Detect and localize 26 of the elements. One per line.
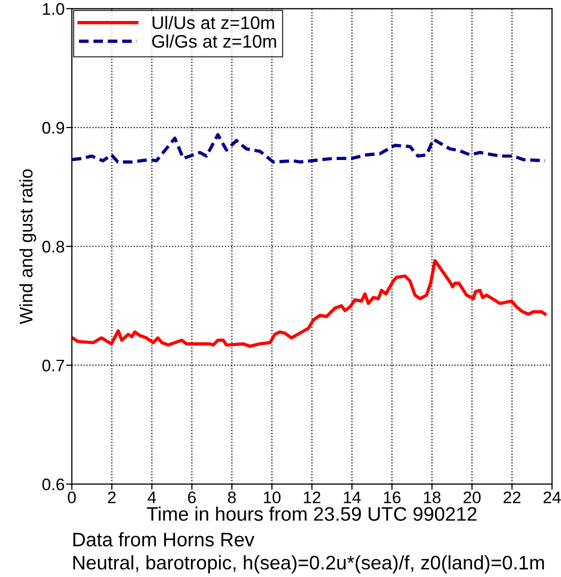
x-tick-label: 22 <box>504 491 520 504</box>
y-tick-label: 0.9 <box>42 122 64 134</box>
x-tick-label: 24 <box>544 491 561 504</box>
y-tick-label: 0.7 <box>42 360 64 372</box>
legend-label: Gl/Gs at z=10m <box>152 34 276 48</box>
y-tick-label: 1.0 <box>42 3 64 15</box>
x-tick-label: 10 <box>264 491 281 504</box>
x-tick-label: 16 <box>384 491 400 504</box>
y-axis-title: Wind and gust ratio <box>19 169 36 324</box>
y-tick-label: 0.8 <box>42 240 64 253</box>
x-tick-label: 2 <box>108 491 116 504</box>
x-tick-label: 14 <box>344 492 361 504</box>
x-tick-label: 20 <box>464 491 481 504</box>
x-tick-label: 18 <box>424 491 441 504</box>
text: Neutral, barotropic, h(sea)=0.2u*(sea)/f, z0(land)=0.1m <box>73 555 544 574</box>
line-series <box>72 133 547 164</box>
line-series <box>72 259 547 348</box>
x-axis-title: Time in hours from 23.59 UTC 990212 <box>146 506 476 521</box>
x-tick-label: 4 <box>148 492 156 504</box>
x-tick-label: 6 <box>188 491 196 504</box>
x-tick-label: 12 <box>304 491 320 504</box>
x-tick-label: 0 <box>68 491 76 504</box>
y-tick-label: 0.6 <box>42 478 64 490</box>
text: Data from Horns Rev <box>73 532 254 546</box>
x-tick-label: 8 <box>228 491 236 504</box>
legend-label: Ul/Us at z=10m <box>152 16 274 30</box>
